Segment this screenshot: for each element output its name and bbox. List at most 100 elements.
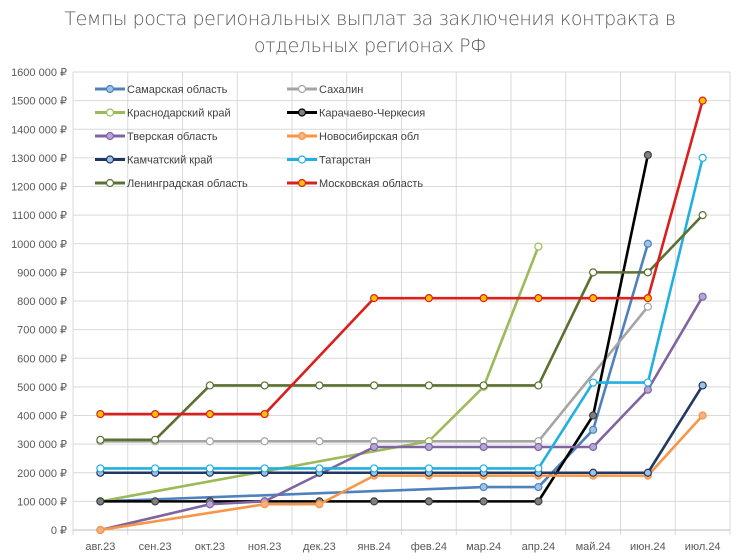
x-tick-label: сен.23 [139,541,172,553]
data-point-marker [315,437,324,446]
data-point-marker [479,482,488,492]
data-point-marker [205,500,214,509]
y-tick-label: 100 000 ₽ [17,496,67,508]
data-point-marker [96,409,105,419]
data-point-marker [205,381,214,390]
x-tick-label: мар.24 [466,541,501,553]
x-tick-label: июн.24 [630,541,666,553]
chart-title-line-1: Темпы роста региональных выплат за заклю… [64,8,676,30]
legend-label: Сахалин [319,84,363,96]
legend-marker-icon [105,131,115,141]
x-tick-label: окт.23 [195,541,225,553]
legend-item: Краснодарский край [95,108,231,120]
x-tick-label: май.24 [576,541,611,553]
data-point-marker [424,294,433,303]
data-point-marker [96,464,105,473]
x-tick-label: янв.24 [358,541,391,553]
legend-marker-icon [297,131,307,141]
data-point-marker [643,150,652,160]
data-point-marker [534,294,543,303]
series-line [96,96,707,419]
data-point-marker [370,294,379,303]
legend-item: Камчатский край [95,155,212,167]
data-point-marker [534,482,543,492]
data-point-marker [643,378,652,387]
data-point-marker [479,381,488,390]
data-point-marker [698,96,707,105]
data-point-marker [643,239,652,248]
data-point-marker [479,464,488,473]
series-line [96,153,707,473]
data-point-marker [698,292,707,301]
y-tick-label: 500 000 ₽ [17,382,67,394]
legend-item: Московская область [287,178,423,190]
data-point-marker [205,409,214,419]
data-point-marker [643,294,652,303]
data-point-marker [534,464,543,473]
data-point-marker [698,211,707,220]
data-point-marker [534,497,543,506]
y-tick-label: 200 000 ₽ [17,468,67,480]
legend-label: Татарстан [319,155,371,167]
data-point-marker [698,411,707,420]
x-tick-label: ноя.23 [248,541,281,553]
data-point-marker [151,435,160,444]
data-point-marker [151,409,160,419]
legend-item: Татарстан [287,155,371,167]
data-point-marker [534,242,543,251]
legend-item: Тверская область [95,131,218,143]
legend-item: Новосибирская обл [287,131,419,143]
data-point-marker [205,437,214,446]
legend-label: Самарская область [127,84,228,96]
legend-marker-icon [297,155,307,164]
y-tick-label: 900 000 ₽ [17,267,67,279]
y-tick-label: 800 000 ₽ [17,296,67,308]
legend-marker-icon [297,178,307,188]
x-tick-label: дек.23 [303,541,336,553]
legend-label: Карачаево-Черкесия [319,108,425,120]
data-point-marker [96,497,105,506]
data-point-marker [643,385,652,394]
legend-label: Камчатский край [127,155,212,167]
data-point-marker [260,381,269,390]
legend-item: Карачаево-Черкесия [287,108,425,120]
data-point-marker [151,497,160,506]
data-point-marker [260,500,269,509]
data-point-marker [370,464,379,473]
data-point-marker [424,497,433,506]
legend-marker-icon [105,155,115,164]
data-point-marker [260,464,269,473]
data-point-marker [589,268,598,277]
data-point-marker [315,464,324,473]
x-tick-label: фев.24 [411,541,447,553]
data-point-marker [370,381,379,390]
data-point-marker [589,378,598,387]
legend-marker-icon [105,84,115,94]
y-tick-label: 0 ₽ [51,525,67,537]
legend-marker-icon [297,84,307,94]
data-point-marker [589,411,598,420]
data-point-marker [260,409,269,419]
y-tick-label: 1600 000 ₽ [11,67,67,79]
data-point-marker [370,497,379,506]
data-point-marker [424,381,433,390]
legend-item: Сахалин [287,84,363,96]
data-point-marker [643,268,652,277]
y-tick-label: 1000 000 ₽ [11,239,67,251]
y-tick-label: 600 000 ₽ [17,353,67,365]
legend-label: Тверская область [127,131,218,143]
data-point-marker [479,294,488,303]
data-point-marker [643,302,652,311]
y-tick-label: 1500 000 ₽ [11,96,67,108]
legend-marker-icon [297,108,307,117]
series-line [96,211,707,444]
y-tick-label: 300 000 ₽ [17,439,67,451]
legend-label: Ленинградская область [127,178,248,190]
legend-label: Новосибирская обл [319,131,419,143]
data-point-marker [534,381,543,390]
gridlines [72,71,731,535]
data-point-marker [589,468,598,477]
data-point-marker [643,468,652,477]
y-tick-label: 1400 000 ₽ [11,124,67,136]
series-line [96,292,707,535]
